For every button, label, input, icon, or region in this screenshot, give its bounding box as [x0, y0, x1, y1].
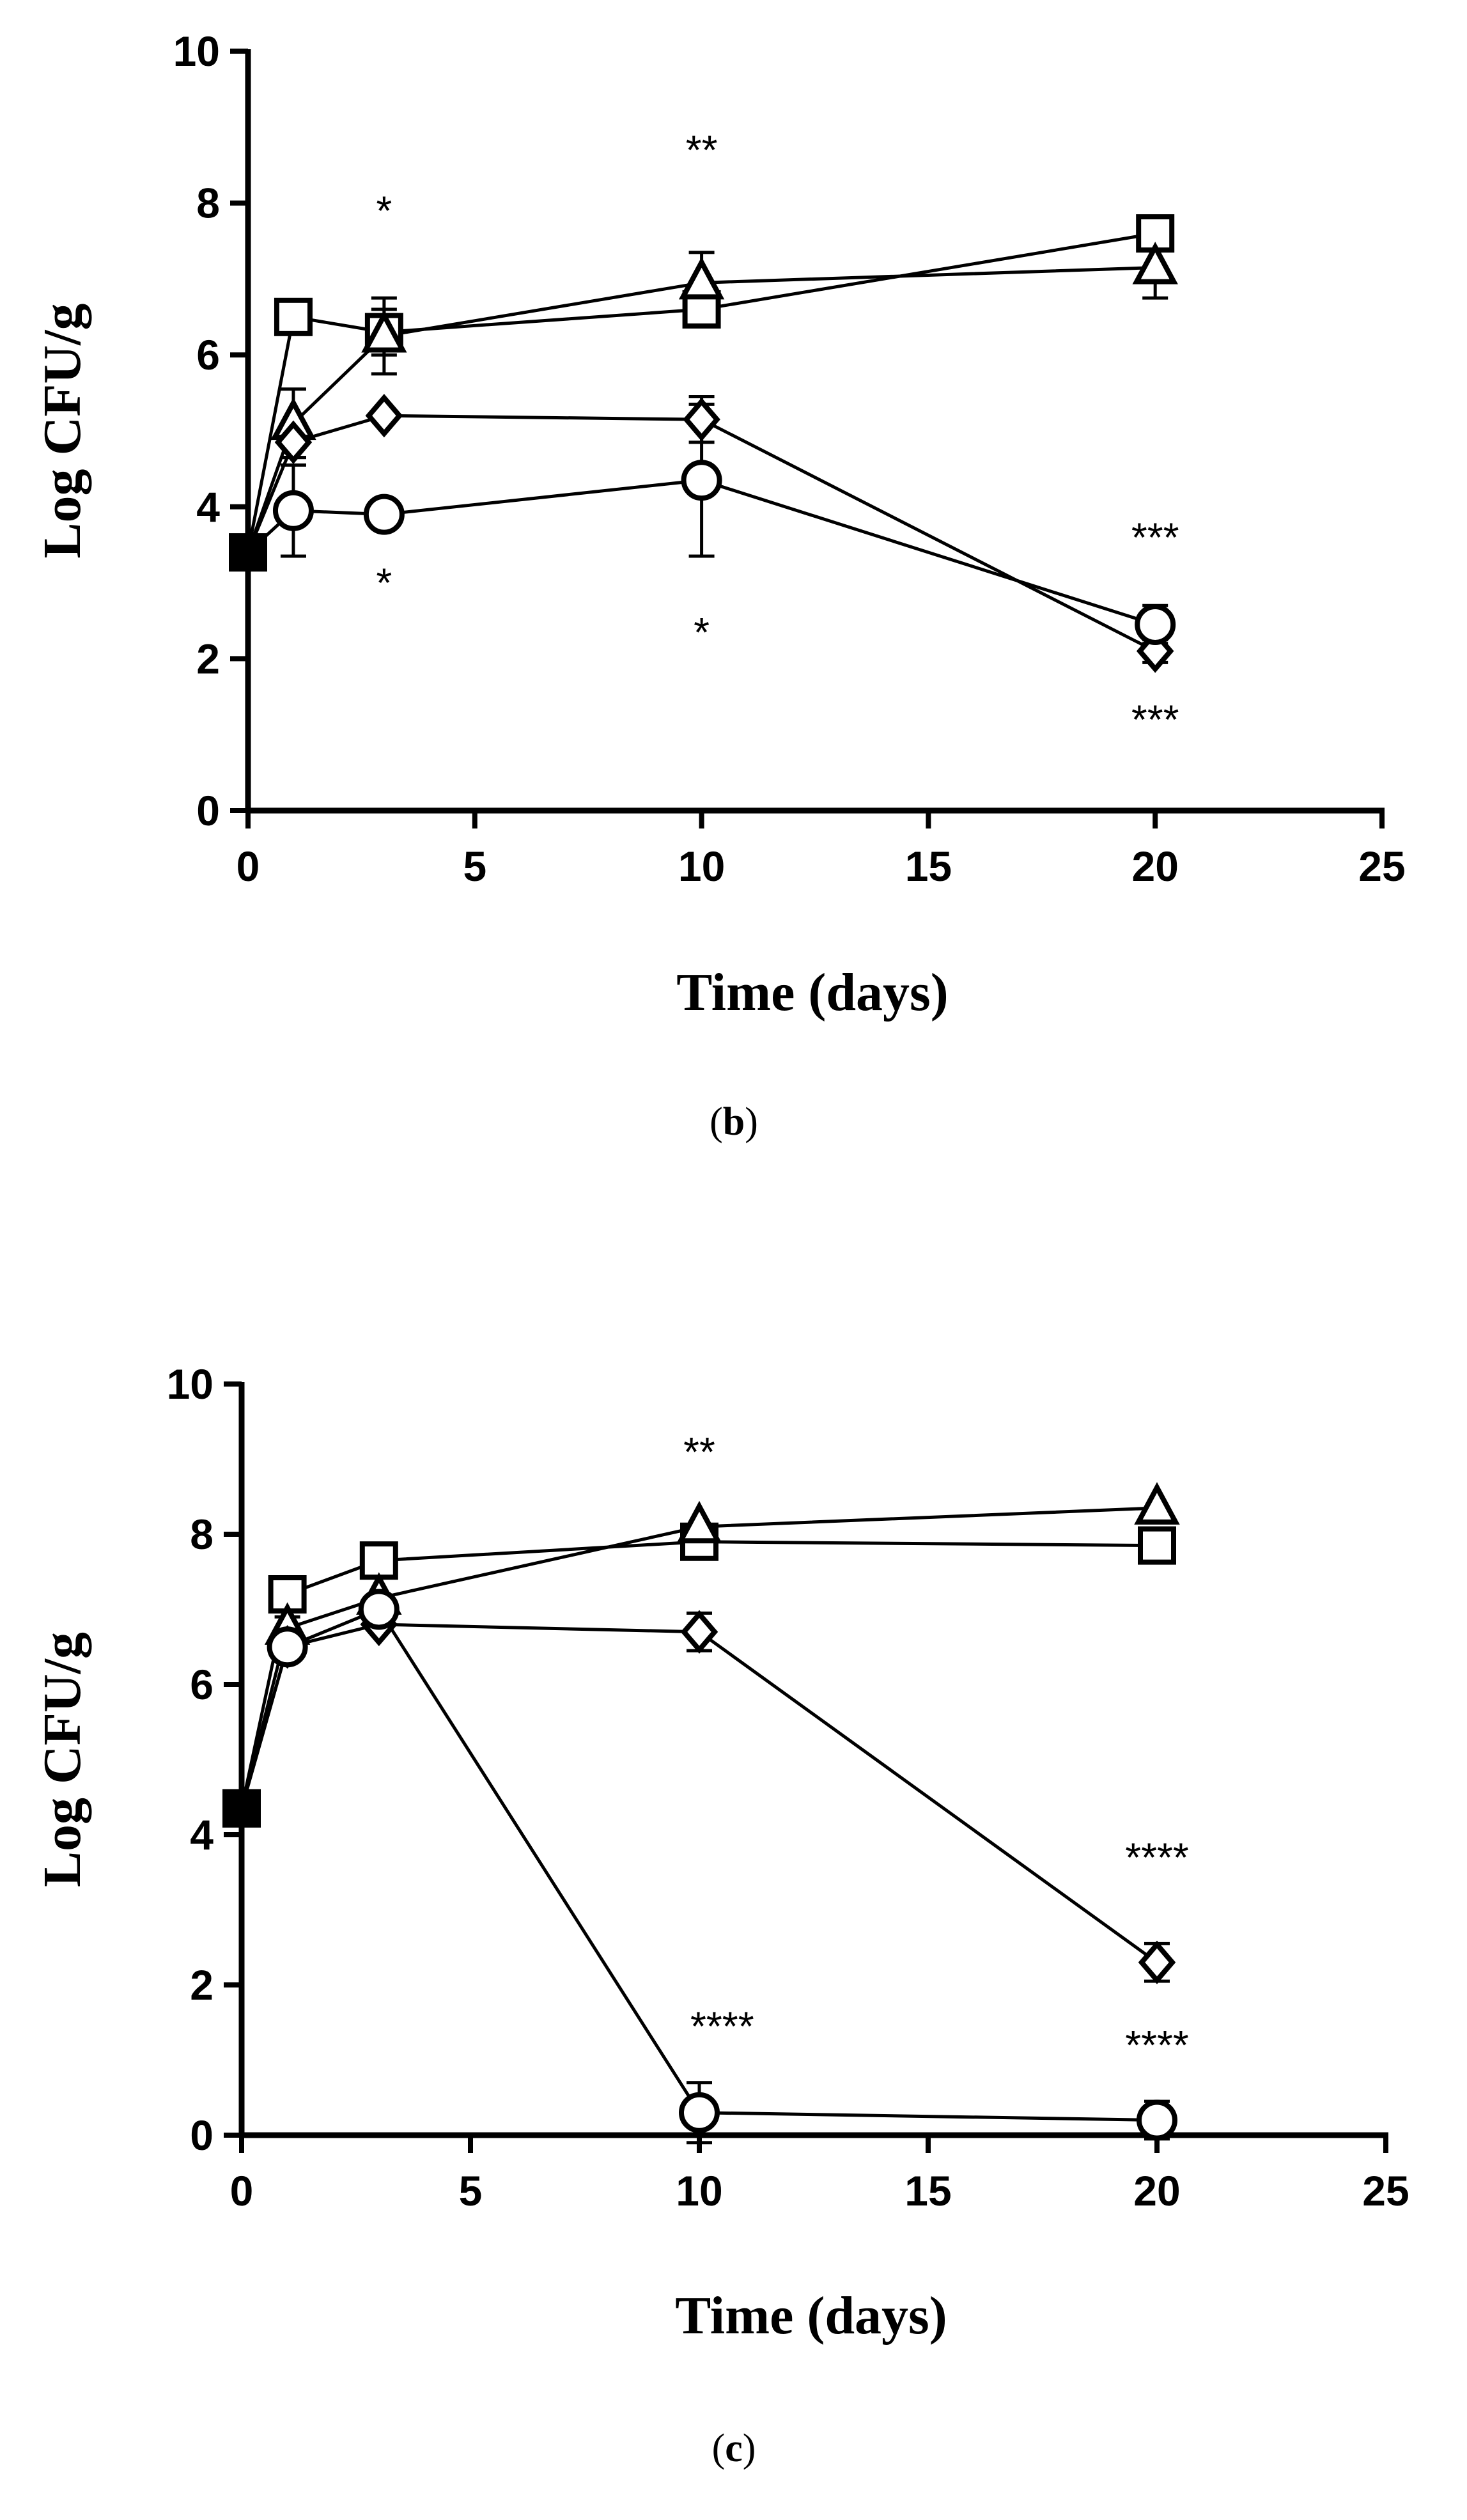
- y-tick-label: 0: [196, 787, 220, 834]
- y-tick-label: 0: [190, 2112, 213, 2159]
- x-axis-title: Time (days): [675, 2286, 947, 2345]
- significance-label: *: [694, 609, 710, 655]
- marker-circle: [272, 490, 314, 531]
- marker-circle: [679, 2092, 720, 2133]
- y-tick-label: 2: [190, 1961, 213, 2009]
- y-axis-title: Log CFU/g: [33, 1632, 92, 1887]
- caption-open: (: [712, 2427, 726, 2470]
- significance-label: ***: [1131, 514, 1179, 560]
- y-tick-label: 8: [190, 1511, 213, 1558]
- marker-circle: [1135, 603, 1176, 645]
- caption-letter: b: [723, 1100, 745, 1144]
- significance-label: **: [686, 127, 718, 173]
- x-tick-label: 5: [459, 2167, 483, 2214]
- y-tick-label: 10: [173, 27, 220, 75]
- y-tick-label: 4: [190, 1811, 213, 1858]
- x-tick-label: 15: [904, 2167, 951, 2214]
- marker-diamond: [683, 398, 720, 442]
- y-tick-label: 2: [196, 635, 220, 682]
- marker-initial: [222, 1789, 261, 1828]
- significance-label: *: [376, 187, 392, 233]
- marker-diamond: [680, 1610, 718, 1654]
- caption-letter: c: [725, 2427, 743, 2470]
- y-tick-label: 4: [196, 483, 220, 531]
- marker-triangle: [1134, 1482, 1180, 1525]
- marker-triangle: [361, 310, 407, 353]
- marker-triangle: [1132, 242, 1178, 284]
- marker-circle: [267, 1626, 308, 1668]
- y-tick-label: 10: [167, 1360, 213, 1408]
- panel-caption: (c): [712, 2427, 756, 2470]
- marker-circle: [358, 1589, 400, 1630]
- significance-label: ****: [690, 2003, 754, 2049]
- y-tick-label: 6: [196, 331, 220, 378]
- marker-square: [274, 297, 313, 336]
- x-tick-label: 5: [463, 843, 486, 890]
- marker-diamond: [274, 420, 313, 464]
- y-axis-title: Log CFU/g: [33, 304, 92, 559]
- y-tick-label: 6: [190, 1661, 213, 1708]
- x-tick-label: 20: [1131, 843, 1178, 890]
- x-tick-label: 25: [1358, 843, 1405, 890]
- caption-close: ): [745, 1100, 758, 1144]
- significance-label: **: [683, 1429, 715, 1475]
- x-tick-label: 25: [1362, 2167, 1409, 2214]
- x-tick-label: 20: [1133, 2167, 1180, 2214]
- significance-label: ****: [1125, 1834, 1189, 1880]
- x-axis-title: Time (days): [676, 963, 948, 1022]
- marker-diamond: [1138, 1940, 1176, 1984]
- x-tick-label: 0: [230, 2167, 254, 2214]
- x-tick-label: 15: [905, 843, 952, 890]
- marker-initial: [229, 533, 267, 572]
- significance-label: ***: [1131, 696, 1179, 742]
- caption-open: (: [710, 1100, 723, 1144]
- marker-square: [359, 1541, 398, 1580]
- marker-circle: [363, 494, 405, 535]
- x-tick-label: 10: [678, 843, 725, 890]
- panel-caption: (b): [710, 1100, 758, 1144]
- significance-label: ****: [1125, 2022, 1189, 2068]
- marker-circle: [1137, 2099, 1177, 2141]
- x-tick-label: 0: [237, 843, 260, 890]
- caption-close: ): [743, 2427, 756, 2470]
- marker-square: [1138, 1526, 1176, 1565]
- significance-label: *: [376, 560, 392, 606]
- series-line-diamond: [240, 1622, 1158, 1964]
- marker-circle: [681, 460, 722, 501]
- y-tick-label: 8: [196, 180, 220, 227]
- x-tick-label: 10: [676, 2167, 722, 2214]
- marker-triangle: [678, 256, 725, 300]
- marker-diamond: [365, 394, 403, 438]
- marker-triangle: [676, 1500, 722, 1544]
